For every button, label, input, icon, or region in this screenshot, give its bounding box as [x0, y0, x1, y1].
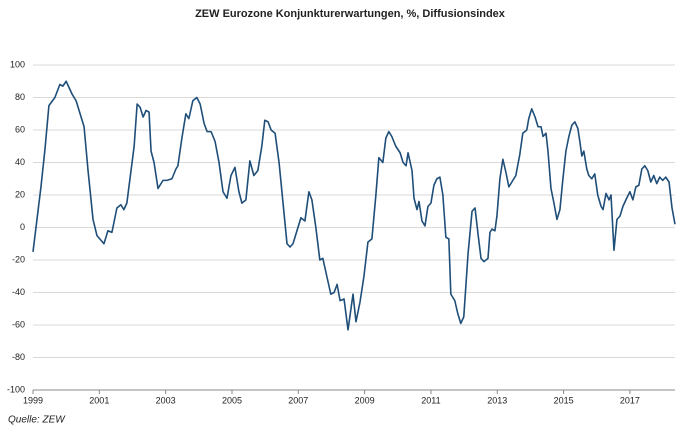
y-tick-label: -60	[12, 319, 25, 329]
y-tick-label: 40	[15, 157, 25, 167]
x-tick-label: 2015	[554, 395, 574, 405]
source-note: Quelle: ZEW	[8, 415, 66, 426]
x-tick-label: 2001	[89, 395, 109, 405]
chart-title: ZEW Eurozone Konjunkturerwartungen, %, D…	[195, 8, 506, 20]
x-tick-label: 2011	[421, 395, 440, 405]
x-tick-label: 2017	[620, 395, 640, 405]
y-tick-label: -80	[12, 352, 25, 362]
y-tick-label: 80	[15, 92, 25, 102]
x-tick-label: 2005	[222, 395, 242, 405]
y-tick-label: 60	[15, 124, 25, 134]
y-tick-label: 20	[15, 189, 25, 199]
y-tick-label: -100	[7, 384, 25, 394]
y-tick-label: -40	[12, 287, 25, 297]
x-tick-label: 2003	[156, 395, 176, 405]
y-tick-label: 100	[10, 59, 25, 69]
data-line	[32, 80, 676, 331]
x-tick-label: 1999	[23, 395, 43, 405]
x-tick-label: 2009	[355, 395, 375, 405]
x-tick-label: 2013	[487, 395, 507, 405]
y-tick-label: 0	[20, 222, 25, 232]
y-tick-label: -20	[12, 254, 25, 264]
x-tick-label: 2007	[288, 395, 308, 405]
